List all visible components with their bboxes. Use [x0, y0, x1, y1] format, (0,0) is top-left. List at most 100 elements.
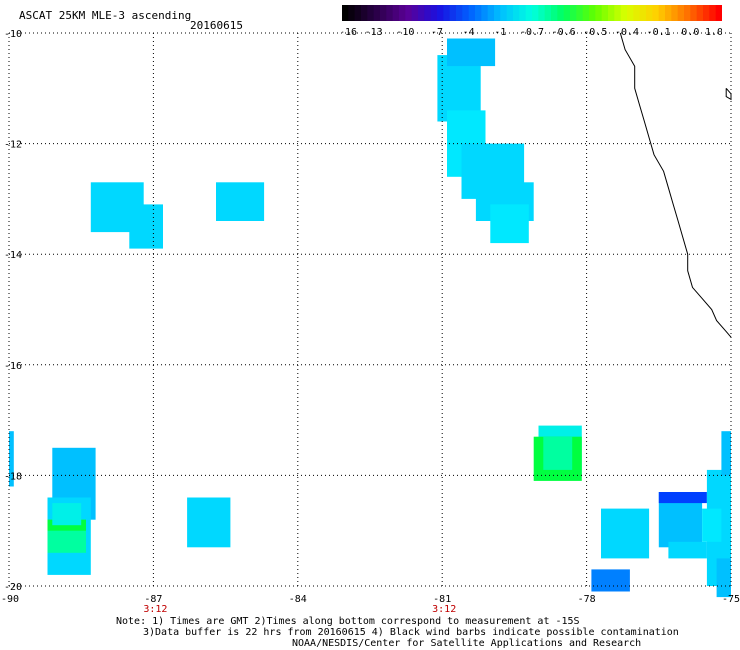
colorbar-label: 1.0: [705, 27, 722, 35]
wind-map-plot: -90 -87 -84 -81 -78 -75 -10 -12 -14 -16 -18 -20 3:12…: [1, 29, 740, 615]
colorbar: -16 -13 -10 -7 -4 -1 -0.7 -0.6 -0.5 -0.4 -0.1 0.0 1.…: [342, 5, 722, 35]
colorbar-swatch: [456, 5, 463, 21]
colorbar-swatch: [709, 5, 717, 21]
colorbar-label: -0.1: [647, 27, 671, 35]
map-date: 20160615: [190, 19, 243, 32]
colorbar-swatch: [589, 5, 596, 21]
colorbar-swatch: [538, 5, 546, 21]
scatterometer-swath: [668, 541, 707, 559]
colorbar-swatch: [500, 5, 508, 21]
colorbar-swatch: [690, 5, 698, 21]
lon-tick-label: -75: [722, 594, 740, 605]
colorbar-swatch: [367, 5, 375, 21]
colorbar-swatch: [348, 5, 356, 21]
colorbar-swatch: [601, 5, 609, 21]
colorbar-swatch: [475, 5, 482, 21]
colorbar-swatch: [576, 5, 584, 21]
colorbar-swatch: [696, 5, 704, 21]
scatterometer-swath: [52, 503, 82, 526]
colorbar-swatch: [652, 5, 660, 21]
colorbar-swatch: [361, 5, 368, 21]
colorbar-label: -13: [365, 27, 383, 35]
colorbar-label: -0.6: [552, 27, 576, 35]
colorbar-swatch: [544, 5, 552, 21]
footer-credit: NOAA/NESDIS/Center for Satellite Applica…: [292, 638, 642, 649]
colorbar-swatch: [639, 5, 647, 21]
lon-tick-label: -87: [144, 594, 162, 605]
colorbar-swatch: [532, 5, 539, 21]
colorbar-swatch: [715, 5, 722, 21]
colorbar-label: -16: [342, 27, 357, 35]
colorbar-swatch: [386, 5, 394, 21]
scatterometer-swath: [187, 497, 231, 548]
lon-tick-label: -84: [289, 594, 307, 605]
colorbar-label: -1: [494, 27, 506, 35]
time-label: 3:12: [143, 604, 167, 615]
colorbar-swatch: [437, 5, 444, 21]
colorbar-swatch: [449, 5, 457, 21]
colorbar-swatch: [677, 5, 685, 21]
colorbar-label: -4: [463, 27, 475, 35]
colorbar-swatch: [468, 5, 476, 21]
colorbar-swatch: [665, 5, 672, 21]
colorbar-swatch: [506, 5, 514, 21]
scatterometer-swath: [721, 431, 731, 476]
footer-note-2: 3)Data buffer is 22 hrs from 20160615 4)…: [143, 627, 679, 638]
lon-tick-label: -90: [1, 594, 19, 605]
colorbar-swatch: [671, 5, 679, 21]
scatterometer-swath: [216, 182, 265, 221]
lat-tick-label: -20: [4, 582, 22, 593]
lat-tick-label: -12: [4, 140, 22, 151]
colorbar-swatch: [392, 5, 400, 21]
colorbar-label: -0.5: [583, 27, 607, 35]
scatterometer-swath: [9, 431, 14, 487]
lat-tick-label: -14: [4, 250, 22, 261]
colorbar-swatch: [570, 5, 577, 21]
colorbar-label: -7: [431, 27, 443, 35]
colorbar-swatch: [380, 5, 387, 21]
map-title: ASCAT 25KM MLE-3 ascending: [19, 9, 192, 22]
colorbar-swatch: [494, 5, 501, 21]
colorbar-swatch: [557, 5, 565, 21]
scatterometer-swath: [716, 558, 731, 598]
colorbar-swatch: [418, 5, 425, 21]
colorbar-swatch: [684, 5, 691, 21]
scatterometer-swath: [601, 508, 650, 559]
colorbar-swatch: [462, 5, 470, 21]
colorbar-swatch: [563, 5, 571, 21]
lat-tick-label: -18: [4, 471, 22, 482]
colorbar-swatch: [633, 5, 641, 21]
lat-tick-label: -16: [4, 361, 22, 372]
colorbar-swatch: [519, 5, 527, 21]
colorbar-swatch: [481, 5, 489, 21]
colorbar-label: -10: [396, 27, 414, 35]
colorbar-swatch: [513, 5, 520, 21]
lat-tick-label: -10: [4, 29, 22, 40]
scatterometer-swath: [543, 436, 573, 470]
colorbar-swatch: [551, 5, 558, 21]
colorbar-swatch: [411, 5, 419, 21]
colorbar-swatch: [342, 5, 349, 21]
colorbar-swatch: [405, 5, 413, 21]
colorbar-swatch: [627, 5, 634, 21]
colorbar-swatch: [658, 5, 666, 21]
colorbar-swatch: [525, 5, 533, 21]
footer-note-1: Note: 1) Times are GMT 2)Times along bot…: [116, 616, 580, 627]
colorbar-label: 0.0: [681, 27, 699, 35]
colorbar-swatch: [443, 5, 451, 21]
lon-tick-label: -78: [578, 594, 596, 605]
lon-tick-label: -81: [433, 594, 451, 605]
colorbar-label: -0.7: [520, 27, 544, 35]
scatterometer-swath: [702, 508, 722, 542]
colorbar-swatch: [646, 5, 653, 21]
colorbar-swatch: [595, 5, 603, 21]
colorbar-swatch: [608, 5, 615, 21]
scatterometer-swath: [129, 204, 163, 249]
colorbar-swatch: [614, 5, 622, 21]
colorbar-swatch: [487, 5, 495, 21]
scatterometer-swath: [591, 569, 630, 592]
colorbar-swatch: [703, 5, 710, 21]
colorbar-swatch: [399, 5, 406, 21]
island-outline: [725, 87, 732, 101]
scatterometer-swath: [47, 530, 86, 553]
